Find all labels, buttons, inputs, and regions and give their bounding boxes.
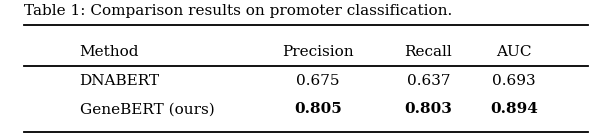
- Text: 0.894: 0.894: [490, 102, 538, 116]
- Text: DNABERT: DNABERT: [80, 74, 160, 88]
- Text: 0.637: 0.637: [406, 74, 450, 88]
- Text: Method: Method: [80, 45, 139, 59]
- Text: Precision: Precision: [282, 45, 354, 59]
- Text: 0.675: 0.675: [296, 74, 340, 88]
- Text: 0.803: 0.803: [405, 102, 452, 116]
- Text: Table 1: Comparison results on promoter classification.: Table 1: Comparison results on promoter …: [24, 4, 453, 18]
- Text: GeneBERT (ours): GeneBERT (ours): [80, 102, 214, 116]
- Text: Recall: Recall: [405, 45, 452, 59]
- Text: 0.693: 0.693: [492, 74, 536, 88]
- Text: AUC: AUC: [496, 45, 532, 59]
- Text: 0.805: 0.805: [294, 102, 342, 116]
